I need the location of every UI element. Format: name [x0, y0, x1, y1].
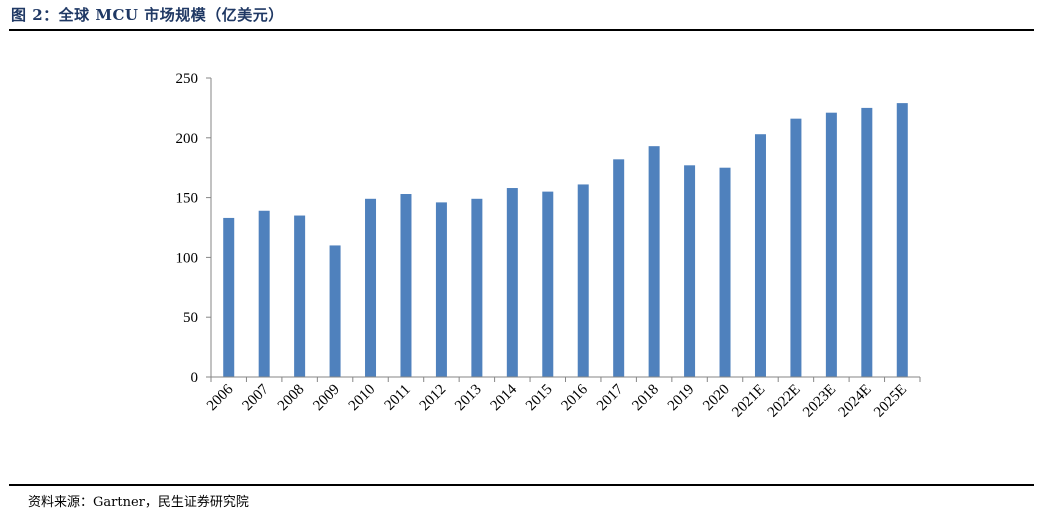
- bar-2023E: [825, 112, 837, 378]
- y-tick-label: 0: [191, 370, 199, 386]
- source-note: 资料来源：Gartner，民生证券研究院: [28, 495, 249, 510]
- x-tick-label: 2023E: [800, 382, 839, 421]
- bar-chart: 0 50 100 150 200 250 2006 2007 2008 2009 2010 2011…: [176, 71, 921, 421]
- bar-2006: [223, 217, 235, 377]
- bar-2024E: [861, 107, 873, 378]
- x-tick-label: 2010: [346, 382, 379, 415]
- x-tick-label: 2025E: [871, 382, 910, 421]
- x-tick-label: 2015: [523, 382, 556, 415]
- y-tick-label: 50: [183, 310, 198, 326]
- bar-2021E: [754, 134, 766, 377]
- x-tick-label: 2012: [417, 382, 450, 415]
- bar-2013: [471, 198, 483, 377]
- bar-2009: [329, 245, 341, 377]
- x-tick-label: 2022E: [765, 382, 804, 421]
- x-tick-label: 2006: [204, 381, 237, 414]
- y-tick-label: 250: [176, 71, 199, 87]
- bar-2019: [684, 165, 696, 377]
- x-tick-label: 2017: [594, 381, 627, 414]
- bar-2018: [648, 146, 660, 377]
- x-tick-label: 2008: [275, 382, 308, 415]
- x-tick-label: 2024E: [836, 382, 875, 421]
- bars-group: [223, 103, 908, 378]
- x-tick-label: 2021E: [729, 382, 768, 421]
- bar-2011: [400, 194, 412, 377]
- bar-2020: [719, 167, 731, 377]
- x-tick-label: 2014: [488, 381, 521, 414]
- y-axis: 0 50 100 150 200 250: [176, 71, 212, 386]
- bar-2025E: [896, 103, 908, 377]
- bar-2022E: [790, 118, 802, 377]
- bar-2012: [435, 202, 447, 377]
- figure-title: 图 2：全球 MCU 市场规模（亿美元）: [11, 6, 284, 24]
- bar-2008: [294, 215, 306, 377]
- y-tick-label: 150: [176, 191, 199, 207]
- x-axis: 2006 2007 2008 2009 2010 2011 2012 2013 2014 2015…: [204, 376, 921, 421]
- bar-2014: [506, 188, 518, 377]
- bar-2017: [613, 159, 625, 377]
- x-tick-label: 2013: [452, 382, 485, 415]
- bar-2007: [258, 210, 270, 377]
- x-tick-label: 2009: [310, 382, 343, 415]
- bar-2016: [577, 184, 589, 377]
- bar-2010: [365, 198, 377, 377]
- y-tick-label: 100: [176, 250, 199, 266]
- x-tick-label: 2011: [382, 382, 414, 414]
- title-rule: [9, 29, 1034, 31]
- bar-2015: [542, 191, 554, 377]
- x-tick-label: 2018: [629, 382, 662, 415]
- y-tick-label: 200: [176, 131, 199, 147]
- source-rule: [9, 484, 1034, 486]
- x-tick-label: 2019: [665, 382, 698, 415]
- x-tick-label: 2016: [559, 381, 592, 414]
- x-tick-label: 2007: [239, 381, 272, 414]
